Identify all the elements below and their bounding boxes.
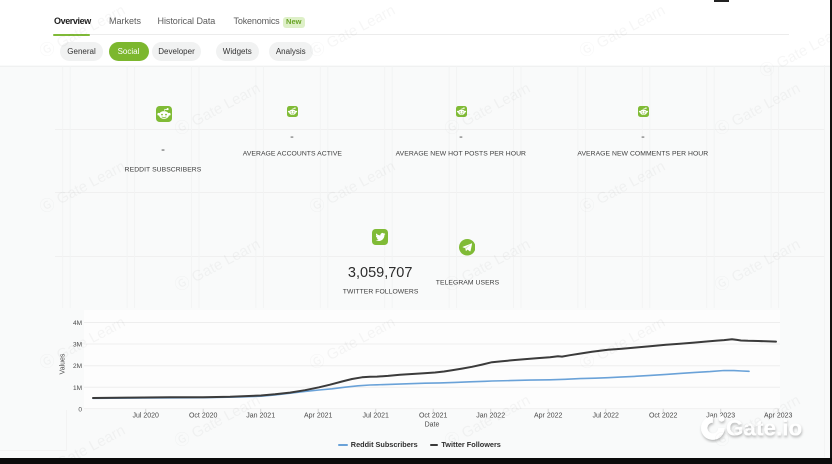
svg-text:Oct 2020: Oct 2020 bbox=[189, 413, 218, 420]
svg-text:Apr 2021: Apr 2021 bbox=[304, 413, 333, 420]
svg-text:Values: Values bbox=[60, 353, 67, 374]
svg-text:2M: 2M bbox=[73, 363, 82, 370]
svg-text:Date: Date bbox=[425, 422, 440, 429]
svg-text:4M: 4M bbox=[73, 320, 82, 327]
svg-text:Jan 2022: Jan 2022 bbox=[476, 413, 505, 420]
svg-text:Jul 2020: Jul 2020 bbox=[132, 413, 159, 420]
svg-text:0: 0 bbox=[78, 406, 82, 413]
svg-text:1M: 1M bbox=[73, 385, 82, 392]
svg-text:Jul 2021: Jul 2021 bbox=[362, 413, 389, 420]
svg-text:3M: 3M bbox=[73, 342, 82, 349]
svg-text:Apr 2022: Apr 2022 bbox=[534, 413, 563, 420]
svg-text:Gate.io: Gate.io bbox=[726, 416, 802, 441]
svg-text:Jan 2021: Jan 2021 bbox=[246, 413, 275, 420]
svg-text:Jul 2022: Jul 2022 bbox=[592, 413, 619, 420]
svg-text:Apr 2023: Apr 2023 bbox=[764, 413, 793, 420]
svg-text:Jan 2023: Jan 2023 bbox=[706, 413, 735, 420]
svg-text:Oct 2022: Oct 2022 bbox=[649, 413, 678, 420]
svg-text:Oct 2021: Oct 2021 bbox=[419, 413, 448, 420]
